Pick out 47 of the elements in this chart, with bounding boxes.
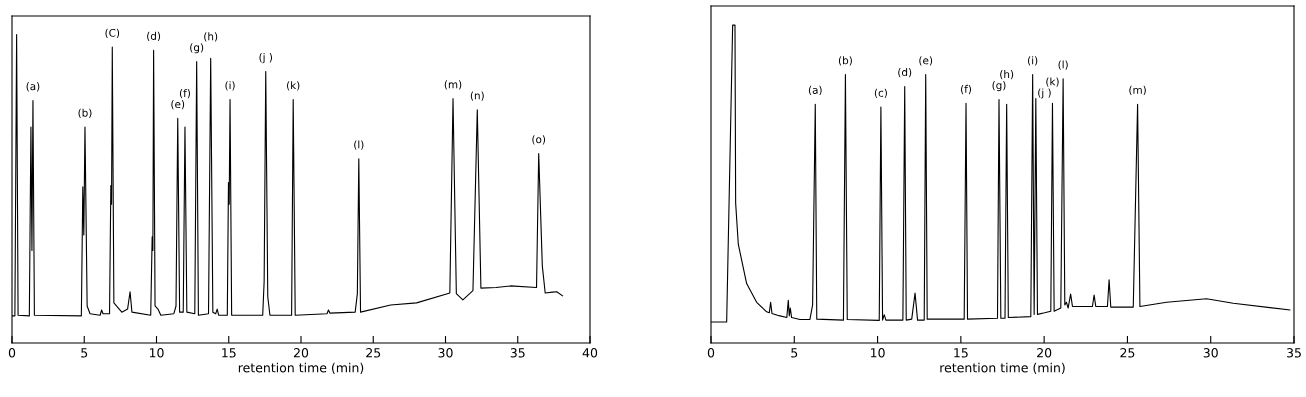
annotation: (h) <box>1000 70 1014 80</box>
x-tick-label: 0 <box>8 348 16 358</box>
x-tick-label: 35 <box>510 348 525 358</box>
annotation: (k) <box>287 81 300 91</box>
x-tick-label: 15 <box>954 348 968 358</box>
annotation: (g) <box>190 43 204 54</box>
x-tick-label: 35 <box>1287 348 1301 358</box>
annotation: (b) <box>838 56 852 66</box>
annotation: (m) <box>444 80 462 90</box>
annotation: (j ) <box>1038 88 1051 99</box>
annotation: (e) <box>171 100 185 110</box>
annotation: (f) <box>961 84 972 95</box>
annotation: (m) <box>1129 85 1146 96</box>
annotation: (l) <box>354 140 364 150</box>
x-tick-label: 10 <box>149 348 164 358</box>
x-tick-label: 10 <box>870 348 885 358</box>
x-tick-label: 5 <box>791 348 798 358</box>
x-tick-label: 15 <box>222 348 236 358</box>
annotation: (h) <box>204 32 218 42</box>
x-axis-title: retention time (min) <box>940 362 1065 374</box>
annotation: (a) <box>26 82 40 92</box>
annotation: (d) <box>147 31 161 42</box>
annotation: (c) <box>874 88 887 98</box>
x-tick-label: 30 <box>1203 348 1218 358</box>
annotation: (d) <box>898 68 912 78</box>
annotation: (k) <box>1046 77 1059 87</box>
x-tick-label: 30 <box>438 348 453 358</box>
annotation: (C) <box>105 28 120 39</box>
x-tick-label: 20 <box>1037 348 1052 358</box>
x-tick-label: 25 <box>1120 348 1135 358</box>
annotation: (l) <box>1058 60 1068 70</box>
x-tick-label: 25 <box>366 348 381 358</box>
x-tick-label: 0 <box>707 348 715 358</box>
annotation: (b) <box>78 108 92 118</box>
annotation: (n) <box>470 91 484 101</box>
annotation: (j ) <box>259 53 273 64</box>
annotation: (o) <box>532 135 546 145</box>
x-tick-label: 5 <box>81 348 88 358</box>
x-tick-label: 20 <box>293 348 309 358</box>
x-axis-title: retention time (min) <box>238 362 364 374</box>
annotation: (i) <box>225 81 235 91</box>
annotation: (a) <box>808 85 822 96</box>
annotation: (e) <box>919 56 933 66</box>
annotation: (f) <box>179 89 190 99</box>
annotation: (i) <box>1028 56 1038 66</box>
annotation: (g) <box>992 81 1006 92</box>
x-tick-label: 40 <box>582 348 598 358</box>
